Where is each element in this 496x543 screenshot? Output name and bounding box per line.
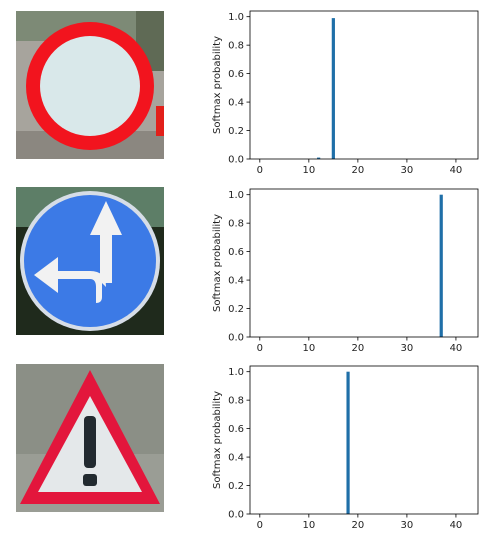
y-axis-label: Softmax probability — [212, 36, 223, 134]
y-tick-label: 0.2 — [228, 481, 244, 492]
y-tick-label: 1.0 — [228, 12, 244, 23]
chart-2: 0 10 20 30 40 0.0 0.2 0.4 0.6 0.8 1.0 Softmax proba… — [200, 183, 496, 359]
chart-2-svg: 0 10 20 30 40 0.0 0.2 0.4 0.6 0.8 1.0 Softmax proba… — [212, 188, 479, 354]
axes-frame — [249, 188, 479, 338]
x-tick-label: 20 — [352, 520, 365, 531]
x-tick-label: 0 — [257, 520, 263, 531]
general-caution-sign-icon — [16, 364, 164, 512]
x-tick-label: 30 — [401, 343, 414, 354]
y-tick-label: 1.0 — [228, 367, 244, 378]
x-tick-label: 40 — [450, 520, 463, 531]
y-tick-label: 0.4 — [228, 276, 244, 287]
x-tick-label: 30 — [401, 165, 414, 176]
y-tick-label: 0.0 — [228, 155, 244, 166]
y-tick-label: 0.2 — [228, 304, 244, 315]
chart-3: 0 10 20 30 40 0.0 0.2 0.4 0.6 0.8 1.0 Softmax proba… — [200, 360, 496, 536]
y-tick-label: 1.0 — [228, 190, 244, 201]
no-vehicles-sign-icon — [16, 11, 164, 159]
axes-frame — [249, 365, 479, 515]
y-tick-label: 0.8 — [228, 41, 244, 52]
y-tick-label: 0.4 — [228, 98, 244, 109]
chart-1: 0 10 20 30 40 0.0 0.2 0.4 0.6 0.8 1.0 Softmax proba… — [200, 5, 496, 181]
x-tick-label: 10 — [302, 165, 315, 176]
y-axis-label: Softmax probability — [212, 214, 223, 312]
x-tick-label: 20 — [352, 343, 365, 354]
bar — [439, 194, 443, 337]
chart-1-svg: 0 10 20 30 40 0.0 0.2 0.4 0.6 0.8 1.0 Softmax proba… — [212, 10, 479, 176]
x-tick-label: 0 — [257, 165, 263, 176]
x-tick-label: 10 — [302, 520, 315, 531]
axes-frame — [249, 10, 479, 160]
y-axis-label: Softmax probability — [212, 391, 223, 489]
bar — [331, 18, 335, 159]
chart-3-svg: 0 10 20 30 40 0.0 0.2 0.4 0.6 0.8 1.0 Softmax proba… — [212, 365, 479, 531]
x-tick-label: 40 — [450, 343, 463, 354]
y-tick-label: 0.2 — [228, 126, 244, 137]
bar — [317, 157, 321, 159]
y-tick-label: 0.0 — [228, 510, 244, 521]
y-tick-label: 0.8 — [228, 219, 244, 230]
bar — [346, 371, 350, 514]
y-tick-label: 0.6 — [228, 69, 244, 80]
x-tick-label: 40 — [450, 165, 463, 176]
x-tick-label: 10 — [302, 343, 315, 354]
y-tick-label: 0.4 — [228, 453, 244, 464]
y-tick-label: 0.8 — [228, 396, 244, 407]
y-tick-label: 0.6 — [228, 247, 244, 258]
y-tick-label: 0.6 — [228, 424, 244, 435]
y-tick-label: 0.0 — [228, 333, 244, 344]
go-straight-or-left-sign-icon — [16, 187, 164, 335]
x-tick-label: 30 — [401, 520, 414, 531]
x-tick-label: 0 — [257, 343, 263, 354]
x-tick-label: 20 — [352, 165, 365, 176]
